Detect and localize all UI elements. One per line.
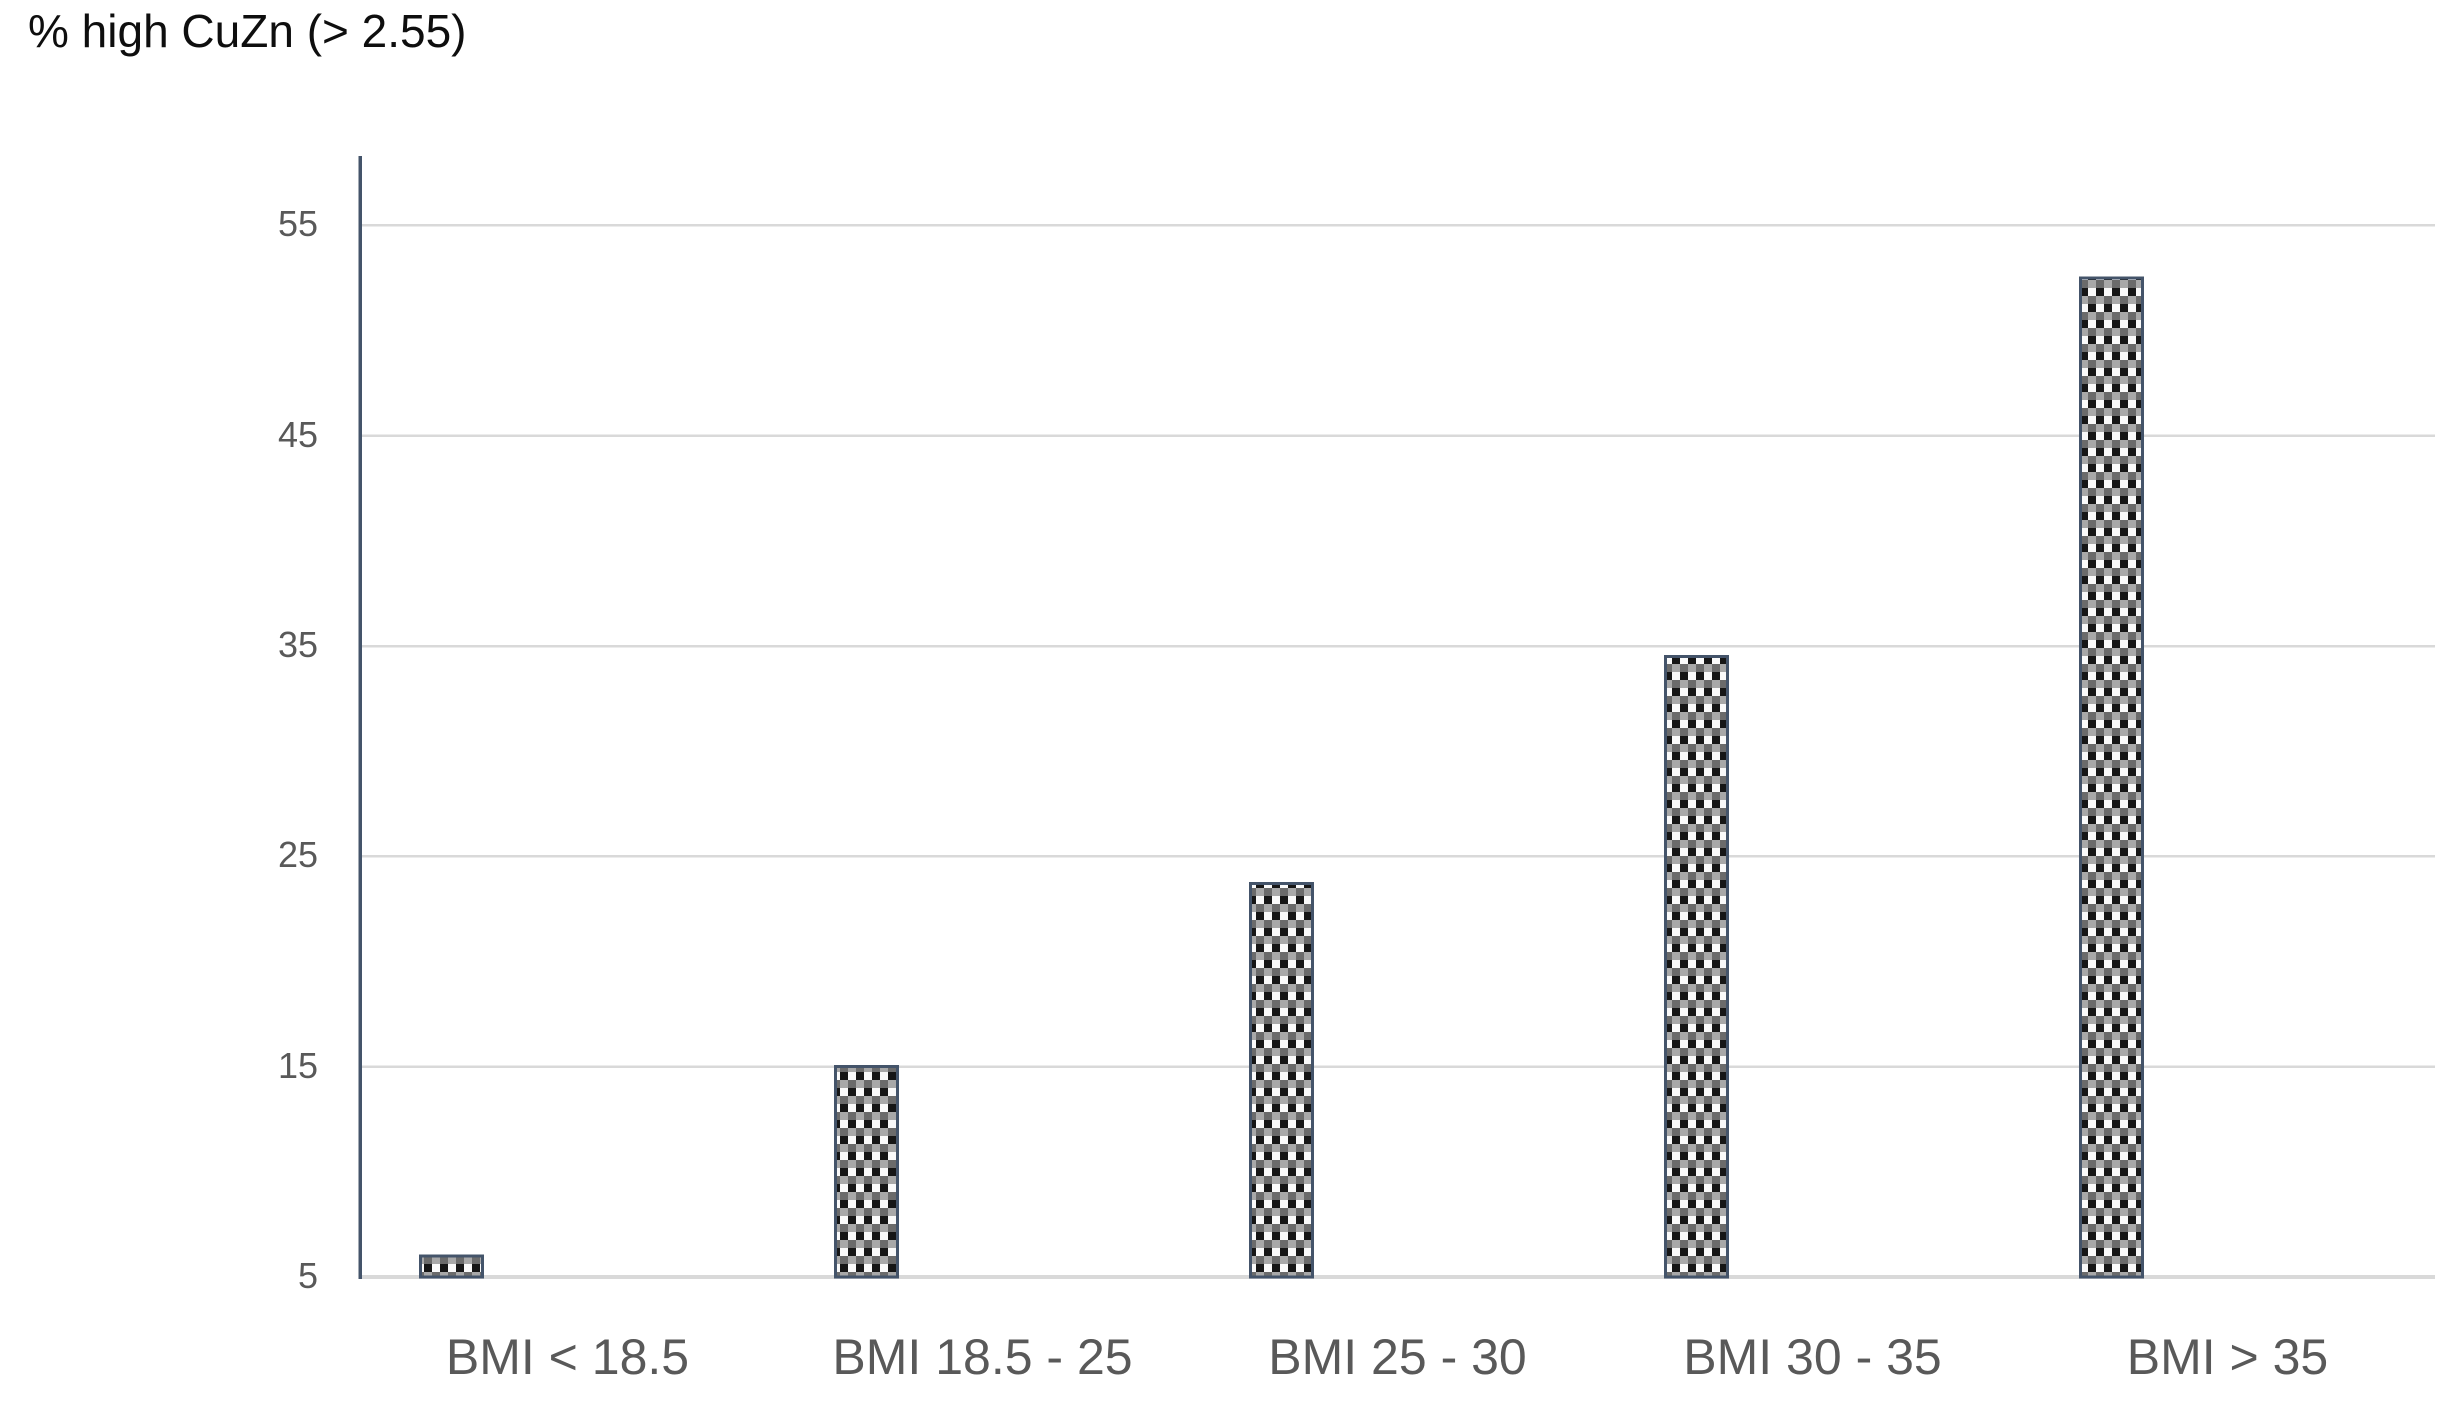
y-axis-tick-label: 5 [297, 1255, 318, 1297]
x-axis-label: BMI > 35 [2126, 1329, 2329, 1385]
x-axis-label: BMI 25 - 30 [1268, 1329, 1527, 1385]
y-axis-tick-label: 15 [277, 1044, 318, 1086]
bar-1 [834, 1065, 899, 1279]
y-axis-tick-label: 35 [277, 624, 318, 666]
bar-4 [2079, 276, 2144, 1279]
bar-3 [1664, 655, 1729, 1279]
y-axis-tick-label: 55 [277, 203, 318, 245]
x-axis-label: BMI 30 - 35 [1683, 1329, 1942, 1385]
y-axis-tick-label: 45 [277, 413, 318, 455]
bar-0 [419, 1254, 484, 1279]
x-axis-label: BMI 18.5 - 25 [832, 1329, 1133, 1385]
y-axis-tick-label: 25 [277, 834, 318, 876]
bar-2 [1249, 882, 1314, 1279]
chart-title: % high CuZn (> 2.55) [28, 5, 467, 57]
x-axis-label: BMI < 18.5 [445, 1329, 690, 1385]
